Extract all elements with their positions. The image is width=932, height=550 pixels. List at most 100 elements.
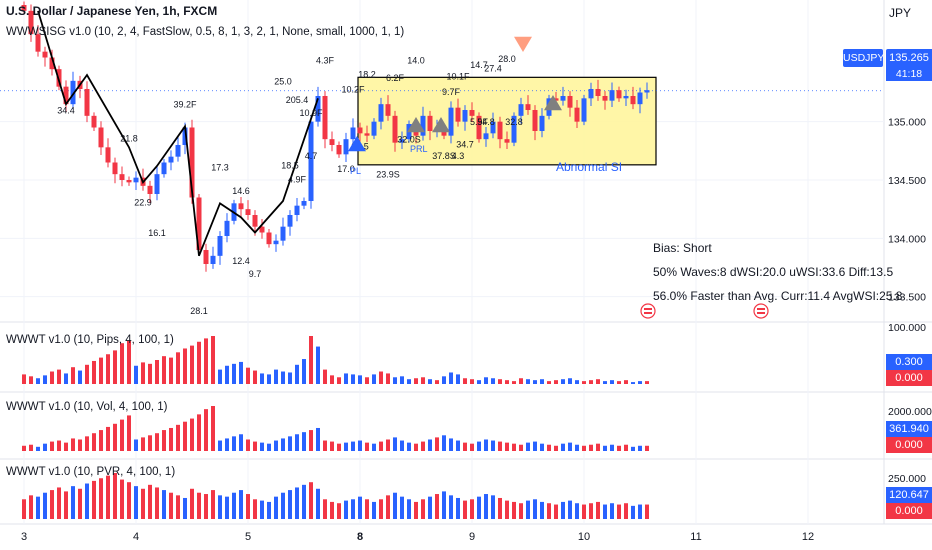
histogram-bar [141,488,145,519]
histogram-bar [85,483,89,519]
histogram-bar [435,437,439,451]
histogram-bar [568,442,572,451]
candle-body [399,139,405,143]
us-flag-stripe [757,312,765,314]
histogram-bar [582,381,586,384]
pl-marker-icon [348,136,366,152]
histogram-bar [134,486,138,519]
histogram-bar [92,433,96,451]
histogram-bar [631,446,635,451]
histogram-bar [638,504,642,519]
histogram-bar [127,415,131,451]
candle-body [350,127,356,140]
histogram-bar [253,441,257,451]
candle-body [525,104,531,110]
candle-body [266,232,272,245]
candle-body [357,127,363,134]
histogram-bar [589,503,593,519]
histogram-bar [120,343,124,384]
histogram-bar [71,438,75,451]
wave-label: 9.7 [249,269,262,279]
histogram-bar [225,496,229,519]
histogram-bar [162,430,166,451]
us-flag-stripe [644,312,652,314]
histogram-bar [407,379,411,384]
histogram-bar [589,380,593,384]
candle-body [336,145,342,155]
histogram-bar [540,379,544,384]
histogram-bar [624,444,628,451]
candle-body [273,240,279,245]
histogram-bar [645,381,649,384]
histogram-bar [554,445,558,451]
histogram-bar [645,504,649,519]
candle-body [518,104,524,116]
candle-body [630,96,636,105]
candle-body [49,57,55,70]
histogram-bar [533,441,537,451]
wave-label: 32.0S [397,135,421,145]
histogram-bar [267,374,271,384]
candle-body [301,201,307,206]
histogram-bar [204,494,208,519]
histogram-bar [498,441,502,451]
x-tick-label: 8 [357,531,363,543]
wave-label: 6.2F [386,73,405,83]
histogram-bar [106,354,110,384]
histogram-bar [36,378,40,384]
x-tick-label: 5 [245,531,251,543]
histogram-bar [407,442,411,451]
histogram-bar [498,497,502,519]
histogram-bar [596,379,600,384]
candle-body [581,98,587,122]
histogram-bar [302,359,306,384]
histogram-bar [631,505,635,519]
histogram-bar [421,441,425,451]
candle-body [343,139,349,155]
histogram-bar [582,445,586,451]
histogram-bar [211,336,215,384]
histogram-bar [379,371,383,384]
wave-label: 25.0 [274,76,292,86]
histogram-bar [36,446,40,451]
pane-pvr-title: WWWT v1.0 (10, PVR, 4, 100, 1) [6,466,176,478]
histogram-bar [603,445,607,451]
histogram-bar [78,370,82,384]
histogram-bar [176,352,180,384]
candle-body [315,96,321,122]
histogram-bar [617,445,621,451]
wave-label: 205.4 [286,95,309,105]
wave-label: 4.3F [316,55,335,65]
histogram-bar [393,437,397,451]
vol-value-blue: 361.940 [886,421,932,437]
wave-label: 10.1F [446,72,470,82]
prl-label: PRL [410,144,428,154]
histogram-bar [281,371,285,384]
x-tick-label: 4 [133,531,139,543]
candle-body [133,177,139,183]
histogram-bar [260,442,264,451]
histogram-bar [113,473,117,519]
histogram-bar [561,443,565,451]
candle-body [644,90,650,93]
candle-body [126,180,132,183]
candle-body [63,86,69,105]
histogram-bar [449,372,453,384]
histogram-bar [246,439,250,451]
candle-body [532,110,538,131]
histogram-bar [638,445,642,451]
histogram-bar [316,346,320,384]
histogram-bar [519,503,523,519]
x-tick-label: 10 [578,531,590,543]
wave-label: 16.1 [148,228,166,238]
histogram-bar [183,348,187,384]
histogram-bar [274,496,278,519]
waves-stats: 50% Waves:8 dWSI:20.0 uWSI:33.6 Diff:13.… [653,265,894,279]
histogram-bar [155,360,159,384]
histogram-bar [519,378,523,384]
histogram-bar [43,375,47,384]
histogram-bar [449,438,453,451]
histogram-bar [330,375,334,384]
candle-body [392,115,398,143]
histogram-bar [435,380,439,384]
